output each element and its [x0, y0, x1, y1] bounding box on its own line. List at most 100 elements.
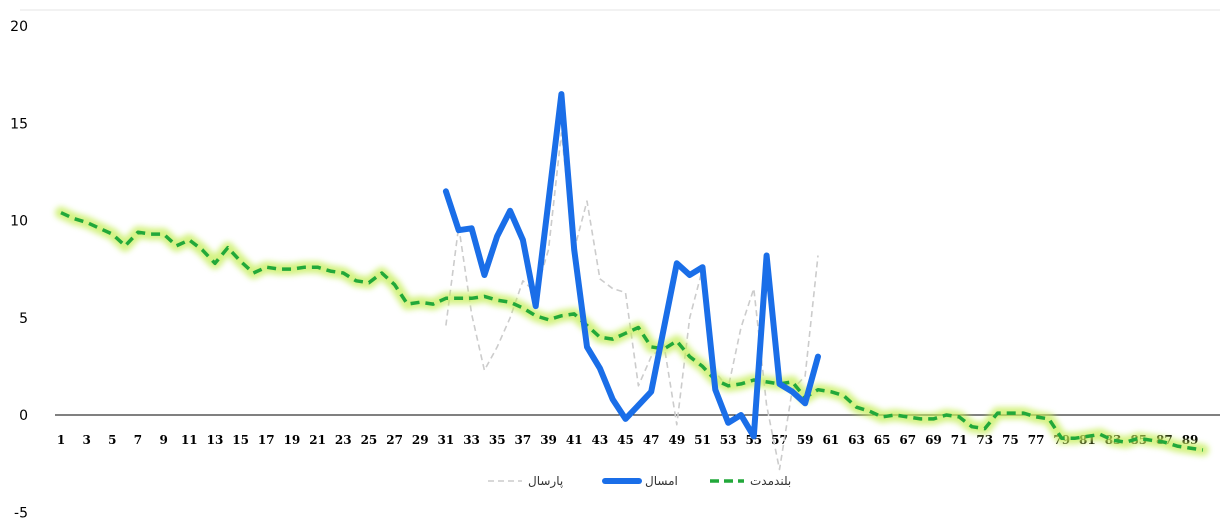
- data-point: [1176, 445, 1178, 447]
- data-point: [368, 282, 370, 284]
- data-point: [573, 249, 575, 251]
- data-point: [1086, 435, 1088, 437]
- data-point: [329, 270, 331, 272]
- data-point: [86, 221, 88, 223]
- data-point: [522, 239, 524, 241]
- data-point: [547, 319, 549, 321]
- x-tick-label: 21: [309, 433, 326, 447]
- data-point: [73, 217, 75, 219]
- x-tick-label: 57: [771, 433, 788, 447]
- data-point: [817, 355, 819, 357]
- data-point: [98, 227, 100, 229]
- data-point: [932, 418, 934, 420]
- series-line: [442, 91, 821, 440]
- data-point: [188, 239, 190, 241]
- data-point: [689, 274, 691, 276]
- data-point: [637, 404, 639, 406]
- legend-item: بلندمدت: [710, 474, 791, 488]
- data-point: [740, 383, 742, 385]
- data-point: [984, 427, 986, 429]
- data-point: [150, 233, 152, 235]
- data-point: [1163, 441, 1165, 443]
- data-point: [239, 260, 241, 262]
- data-point: [701, 266, 703, 268]
- legend-item: امسال: [602, 474, 678, 488]
- data-point: [817, 254, 819, 256]
- data-point: [624, 418, 626, 420]
- x-tick-label: 63: [848, 433, 865, 447]
- data-point: [419, 301, 421, 303]
- data-point: [907, 416, 909, 418]
- legend-label: بلندمدت: [750, 474, 791, 488]
- data-point: [458, 229, 460, 231]
- data-point: [278, 268, 280, 270]
- data-point: [817, 389, 819, 391]
- data-point: [509, 317, 511, 319]
- data-point: [599, 278, 601, 280]
- x-tick-label: 45: [617, 433, 634, 447]
- data-point: [599, 367, 601, 369]
- data-point: [663, 326, 665, 328]
- x-tick-label: 67: [899, 433, 916, 447]
- data-point: [509, 301, 511, 303]
- data-point: [958, 416, 960, 418]
- x-tick-label: 47: [643, 433, 660, 447]
- y-tick-label: 10: [10, 214, 28, 230]
- data-point: [804, 375, 806, 377]
- data-point: [227, 247, 229, 249]
- data-point: [727, 385, 729, 387]
- data-point: [894, 414, 896, 416]
- data-point: [945, 414, 947, 416]
- data-point: [137, 231, 139, 233]
- data-point: [496, 235, 498, 237]
- x-tick-label: 65: [874, 433, 891, 447]
- data-point: [535, 315, 537, 317]
- data-point: [701, 365, 703, 367]
- data-point: [201, 249, 203, 251]
- data-point: [599, 336, 601, 338]
- data-point: [458, 297, 460, 299]
- x-tick-label: 29: [412, 433, 429, 447]
- x-tick-label: 23: [335, 433, 352, 447]
- data-point: [355, 280, 357, 282]
- data-point: [496, 299, 498, 301]
- data-point: [1061, 437, 1063, 439]
- data-point: [214, 262, 216, 264]
- data-point: [637, 385, 639, 387]
- x-tick-label: 31: [438, 433, 455, 447]
- data-point: [612, 398, 614, 400]
- data-point: [765, 404, 767, 406]
- data-point: [804, 402, 806, 404]
- data-point: [650, 355, 652, 357]
- data-point: [1138, 437, 1140, 439]
- data-point: [740, 326, 742, 328]
- data-point: [855, 406, 857, 408]
- data-point: [663, 348, 665, 350]
- x-tick-label: 53: [720, 433, 737, 447]
- data-point: [586, 200, 588, 202]
- data-point: [778, 468, 780, 470]
- x-tick-label: 71: [951, 433, 968, 447]
- legend: بلندمدت امسال پارسال: [488, 474, 791, 489]
- data-point: [393, 284, 395, 286]
- data-point: [765, 254, 767, 256]
- data-point: [252, 272, 254, 274]
- y-tick-label: -5: [14, 505, 28, 521]
- y-tick-label: 0: [19, 408, 28, 424]
- series-1: [442, 91, 821, 440]
- data-point: [727, 422, 729, 424]
- data-point: [791, 381, 793, 383]
- data-point: [881, 416, 883, 418]
- x-tick-label: 73: [976, 433, 993, 447]
- x-tick-label: 69: [925, 433, 942, 447]
- x-tick-label: 41: [566, 433, 583, 447]
- x-tick-label: 1: [57, 433, 65, 447]
- x-tick-label: 19: [284, 433, 301, 447]
- data-point: [842, 394, 844, 396]
- x-tick-label: 39: [540, 433, 557, 447]
- data-point: [765, 381, 767, 383]
- y-tick-label: 20: [10, 19, 28, 35]
- data-point: [676, 340, 678, 342]
- data-point: [316, 266, 318, 268]
